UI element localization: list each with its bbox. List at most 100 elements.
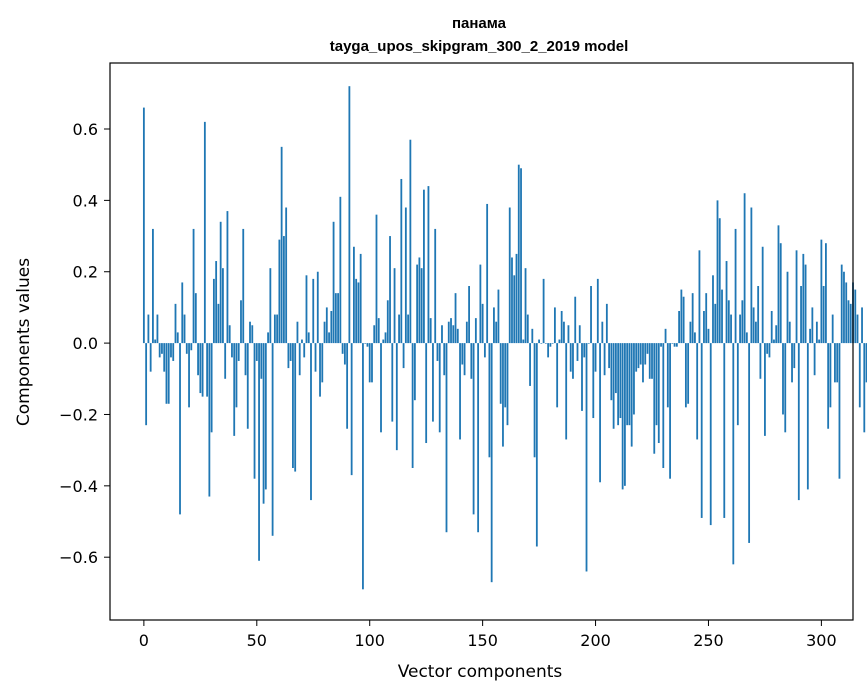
bar-196 bbox=[585, 343, 588, 572]
bar-207 bbox=[610, 343, 613, 401]
bar-19 bbox=[185, 343, 188, 354]
bar-92 bbox=[350, 343, 353, 476]
bar-175 bbox=[538, 339, 540, 344]
bar-44 bbox=[242, 228, 245, 344]
bar-46 bbox=[246, 343, 249, 429]
bar-53 bbox=[262, 343, 265, 504]
bar-59 bbox=[276, 314, 279, 344]
bar-236 bbox=[675, 343, 678, 347]
bar-284 bbox=[784, 343, 787, 433]
bar-305 bbox=[831, 314, 834, 344]
bar-65 bbox=[289, 343, 292, 361]
bar-55 bbox=[267, 332, 269, 344]
bar-132 bbox=[441, 325, 443, 344]
y-tick-label: 0.4 bbox=[73, 191, 98, 210]
bar-275 bbox=[764, 343, 766, 436]
bar-257 bbox=[723, 343, 726, 518]
bar-88 bbox=[341, 343, 344, 354]
bar-241 bbox=[687, 343, 690, 404]
bar-267 bbox=[745, 332, 748, 344]
bar-261 bbox=[732, 343, 735, 565]
bar-12 bbox=[170, 343, 172, 358]
bar-226 bbox=[653, 343, 656, 454]
bar-185 bbox=[560, 310, 563, 344]
bar-86 bbox=[337, 293, 339, 344]
bar-288 bbox=[793, 343, 796, 369]
bar-298 bbox=[815, 321, 818, 344]
bar-111 bbox=[393, 268, 396, 344]
bar-180 bbox=[549, 343, 552, 347]
bar-297 bbox=[813, 343, 816, 376]
y-axis-label: Components values bbox=[14, 258, 34, 426]
bar-98 bbox=[364, 343, 367, 344]
bar-141 bbox=[461, 343, 464, 365]
bar-266 bbox=[743, 193, 746, 344]
bar-72 bbox=[305, 275, 308, 344]
bar-317 bbox=[858, 343, 861, 408]
bar-106 bbox=[382, 339, 385, 344]
bar-157 bbox=[497, 289, 500, 344]
bar-105 bbox=[380, 343, 382, 433]
bar-13 bbox=[172, 343, 175, 361]
bar-85 bbox=[334, 293, 337, 344]
bar-33 bbox=[217, 303, 220, 344]
bar-206 bbox=[608, 343, 610, 369]
bar-78 bbox=[319, 343, 321, 397]
bar-173 bbox=[533, 343, 536, 458]
bar-153 bbox=[488, 343, 491, 458]
bar-102 bbox=[373, 325, 376, 344]
bar-125 bbox=[425, 343, 428, 444]
x-tick-label: 200 bbox=[580, 631, 611, 650]
bar-0 bbox=[142, 107, 145, 344]
bar-263 bbox=[736, 343, 739, 426]
y-tick-label: 0.0 bbox=[73, 334, 98, 353]
bar-239 bbox=[682, 296, 685, 344]
bar-303 bbox=[827, 343, 830, 429]
bar-250 bbox=[707, 328, 710, 344]
bar-81 bbox=[325, 307, 328, 344]
bar-52 bbox=[260, 343, 263, 379]
bar-224 bbox=[648, 343, 651, 379]
bar-99 bbox=[366, 343, 369, 347]
bar-242 bbox=[689, 321, 692, 344]
bar-308 bbox=[838, 343, 841, 479]
y-tick-label: 0.6 bbox=[73, 120, 98, 139]
bar-68 bbox=[296, 321, 299, 344]
bar-112 bbox=[395, 343, 398, 451]
bar-313 bbox=[849, 303, 852, 344]
bar-209 bbox=[614, 343, 617, 394]
bar-164 bbox=[513, 275, 516, 344]
bar-142 bbox=[463, 343, 466, 376]
bar-300 bbox=[820, 239, 823, 344]
bar-22 bbox=[192, 228, 195, 344]
bar-62 bbox=[282, 236, 285, 344]
bar-278 bbox=[770, 310, 773, 344]
bar-162 bbox=[508, 207, 511, 344]
bar-281 bbox=[777, 225, 780, 344]
bar-140 bbox=[459, 343, 461, 440]
bar-96 bbox=[359, 253, 362, 344]
bar-79 bbox=[321, 343, 324, 383]
bar-246 bbox=[698, 250, 701, 344]
bar-4 bbox=[152, 228, 154, 344]
bar-82 bbox=[328, 332, 330, 344]
bar-5 bbox=[154, 339, 157, 344]
bar-3 bbox=[149, 343, 152, 372]
bar-307 bbox=[836, 343, 839, 383]
bar-93 bbox=[353, 246, 355, 344]
bar-101 bbox=[371, 343, 373, 383]
bar-127 bbox=[429, 318, 432, 344]
bar-221 bbox=[642, 343, 644, 383]
bar-166 bbox=[517, 164, 520, 344]
bar-201 bbox=[596, 278, 599, 344]
bar-218 bbox=[635, 343, 638, 372]
bar-63 bbox=[285, 207, 288, 344]
bar-8 bbox=[161, 343, 163, 354]
bar-199 bbox=[592, 343, 595, 419]
bar-243 bbox=[691, 293, 694, 344]
bar-287 bbox=[791, 343, 793, 383]
bar-133 bbox=[443, 343, 446, 376]
bar-95 bbox=[357, 282, 360, 344]
bar-104 bbox=[377, 318, 380, 344]
chart-title: панама bbox=[452, 15, 507, 32]
